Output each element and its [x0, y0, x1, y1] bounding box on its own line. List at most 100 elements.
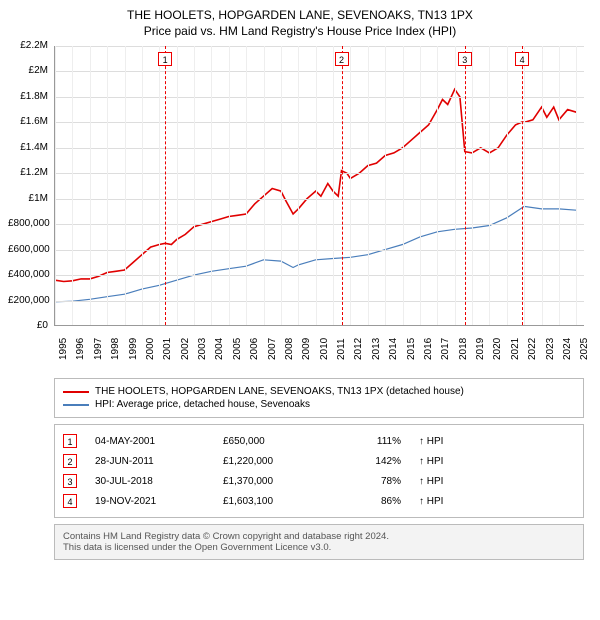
x-axis-label: 1999	[128, 338, 139, 360]
sale-marker-box: 2	[335, 52, 349, 66]
x-axis-label: 2003	[197, 338, 208, 360]
gridline-v	[559, 46, 560, 325]
event-date: 30-JUL-2018	[95, 476, 205, 487]
event-pct: 111%	[341, 436, 401, 447]
x-axis-label: 2002	[180, 338, 191, 360]
x-axis-label: 2000	[145, 338, 156, 360]
legend-item: THE HOOLETS, HOPGARDEN LANE, SEVENOAKS, …	[63, 385, 575, 398]
gridline-h	[55, 97, 584, 98]
x-axis-label: 2004	[214, 338, 225, 360]
y-axis-label: £2.2M	[8, 40, 48, 51]
gridline-h	[55, 275, 584, 276]
gridline-v	[264, 46, 265, 325]
chart-svg	[55, 46, 584, 325]
x-axis-label: 2009	[301, 338, 312, 360]
event-row: 104-MAY-2001£650,000111%↑ HPI	[63, 431, 575, 451]
x-axis-label: 2021	[510, 338, 521, 360]
chart-title-line1: THE HOOLETS, HOPGARDEN LANE, SEVENOAKS, …	[8, 8, 592, 22]
x-axis-label: 2018	[458, 338, 469, 360]
x-axis-label: 2014	[388, 338, 399, 360]
x-axis-label: 2019	[475, 338, 486, 360]
gridline-h	[55, 199, 584, 200]
gridline-v	[142, 46, 143, 325]
event-row: 2 28-JUN-2011 £1,220,000 142% ↑ HPI	[63, 451, 575, 471]
gridline-v	[333, 46, 334, 325]
x-axis-label: 2020	[492, 338, 503, 360]
x-axis-label: 1995	[58, 338, 69, 360]
x-axis-label: 2016	[423, 338, 434, 360]
legend-box: THE HOOLETS, HOPGARDEN LANE, SEVENOAKS, …	[54, 378, 584, 418]
legend-swatch	[63, 404, 89, 406]
legend-label: THE HOOLETS, HOPGARDEN LANE, SEVENOAKS, …	[95, 386, 464, 397]
x-axis-label: 2025	[579, 338, 590, 360]
gridline-v	[385, 46, 386, 325]
gridline-h	[55, 250, 584, 251]
event-price: £1,220,000	[223, 456, 323, 467]
x-axis-label: 2001	[162, 338, 173, 360]
y-axis-label: £400,000	[8, 269, 48, 280]
x-axis-label: 2015	[406, 338, 417, 360]
legend-item: HPI: Average price, detached house, Seve…	[63, 398, 575, 411]
event-arrow-icon: ↑ HPI	[419, 496, 443, 507]
gridline-v	[298, 46, 299, 325]
gridline-v	[542, 46, 543, 325]
x-axis-label: 2010	[319, 338, 330, 360]
x-axis-label: 1998	[110, 338, 121, 360]
x-axis-label: 1997	[93, 338, 104, 360]
events-table: 104-MAY-2001£650,000111%↑ HPI 2 28-JUN-201…	[54, 424, 584, 518]
gridline-v	[177, 46, 178, 325]
gridline-h	[55, 148, 584, 149]
event-arrow-icon: ↑ HPI	[419, 476, 443, 487]
sale-marker-line	[165, 46, 166, 325]
x-axis-label: 2017	[440, 338, 451, 360]
gridline-v	[507, 46, 508, 325]
gridline-h	[55, 173, 584, 174]
event-pct: 86%	[341, 496, 401, 507]
event-arrow-icon: ↑ HPI	[419, 456, 443, 467]
gridline-v	[437, 46, 438, 325]
y-axis-label: £1.2M	[8, 167, 48, 178]
x-axis-label: 1996	[75, 338, 86, 360]
gridline-v	[316, 46, 317, 325]
y-axis-label: £800,000	[8, 218, 48, 229]
gridline-v	[55, 46, 56, 325]
gridline-v	[368, 46, 369, 325]
gridline-v	[125, 46, 126, 325]
gridline-v	[72, 46, 73, 325]
x-axis-label: 2012	[353, 338, 364, 360]
x-axis-label: 2006	[249, 338, 260, 360]
chart-title-line2: Price paid vs. HM Land Registry's House …	[8, 24, 592, 38]
gridline-h	[55, 46, 584, 47]
x-axis-label: 2023	[545, 338, 556, 360]
event-date: 28-JUN-2011	[95, 456, 205, 467]
event-pct: 142%	[341, 456, 401, 467]
y-axis-label: £200,000	[8, 295, 48, 306]
sale-marker-line	[342, 46, 343, 325]
y-axis-label: £1.4M	[8, 142, 48, 153]
sale-marker-line	[465, 46, 466, 325]
y-axis-label: £2M	[8, 65, 48, 76]
legend-label: HPI: Average price, detached house, Seve…	[95, 399, 310, 410]
event-row: 330-JUL-2018£1,370,00078%↑ HPI	[63, 471, 575, 491]
footnote-line1: Contains HM Land Registry data © Crown c…	[63, 531, 575, 542]
event-date: 19-NOV-2021	[95, 496, 205, 507]
event-date: 04-MAY-2001	[95, 436, 205, 447]
gridline-h	[55, 122, 584, 123]
event-price: £1,603,100	[223, 496, 323, 507]
gridline-h	[55, 301, 584, 302]
sale-marker-box: 1	[158, 52, 172, 66]
gridline-v	[159, 46, 160, 325]
y-axis-label: £1M	[8, 193, 48, 204]
x-axis-label: 2007	[267, 338, 278, 360]
x-axis-label: 2022	[527, 338, 538, 360]
chart-area: 1234 £0£200,000£400,000£600,000£800,000£…	[8, 42, 592, 372]
gridline-v	[350, 46, 351, 325]
event-index-box: 2	[63, 454, 77, 468]
gridline-v	[420, 46, 421, 325]
x-axis-label: 2011	[336, 338, 347, 360]
event-pct: 78%	[341, 476, 401, 487]
gridline-v	[524, 46, 525, 325]
x-axis-label: 2013	[371, 338, 382, 360]
plot-region: 1234	[54, 46, 584, 326]
gridline-v	[455, 46, 456, 325]
